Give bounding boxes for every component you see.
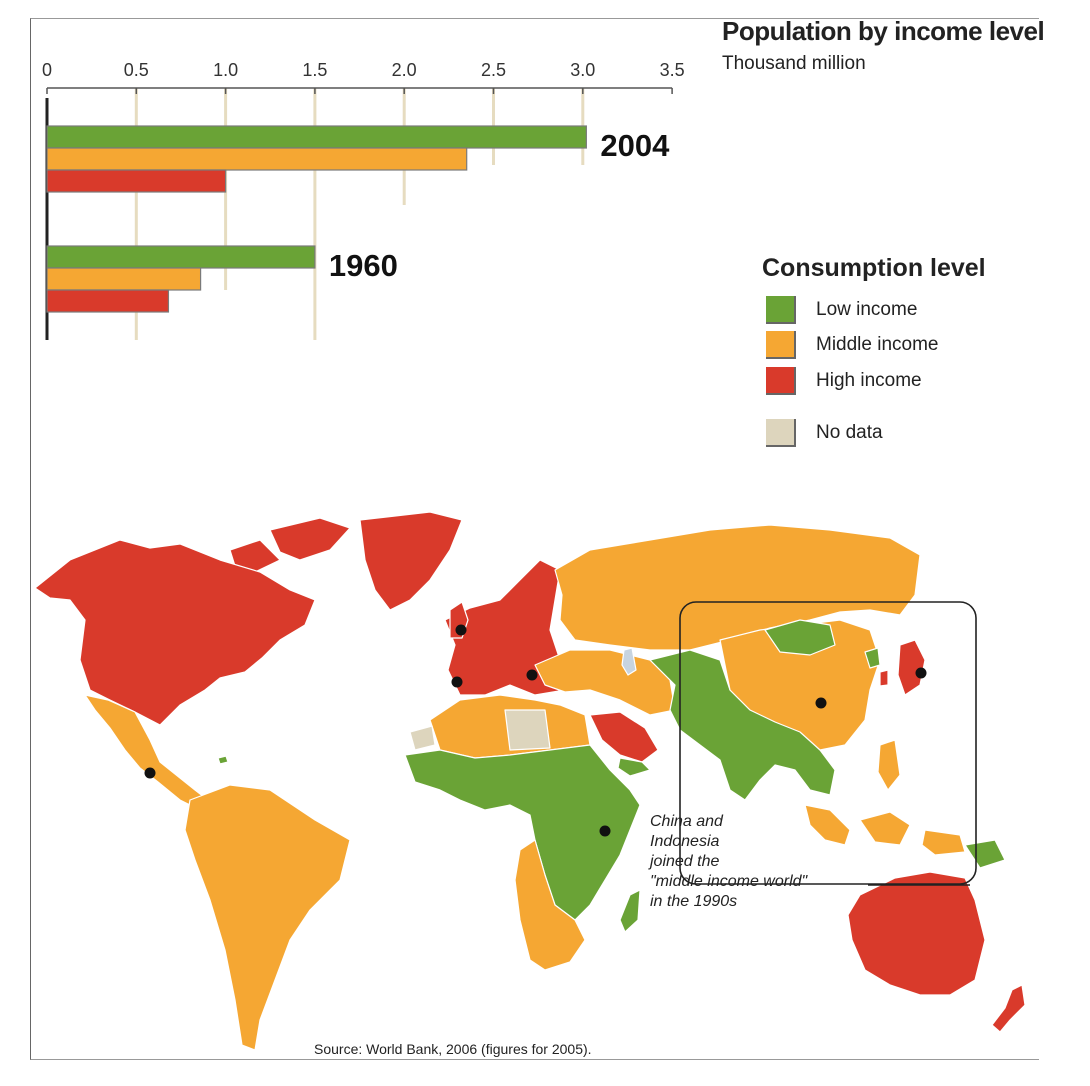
map-region-saudi-arabia	[589, 711, 659, 763]
bar-2004-low-income	[46, 125, 587, 149]
legend-item-high-income: High income	[766, 365, 922, 397]
map-region-greenland	[359, 511, 463, 611]
city-dot-addis-ababa	[599, 825, 611, 837]
legend-label-middle-income: Middle income	[816, 334, 939, 355]
figure-frame	[30, 18, 1039, 1060]
group-label-2004: 2004	[600, 128, 670, 163]
x-tick-label-3-5: 3.5	[660, 60, 685, 80]
map-region-libya	[504, 709, 551, 751]
x-tick-label-0: 0	[42, 60, 52, 80]
city-dot-tokyo	[915, 667, 927, 679]
map-region-north-korea	[864, 647, 881, 669]
legend-title: Consumption level	[762, 254, 986, 282]
annotation-line-2: Indonesia	[650, 833, 720, 850]
map-region-new-zealand	[991, 984, 1026, 1033]
legend-item-no-data: No data	[766, 417, 883, 449]
map-annotation: China and Indonesia joined the "middle i…	[650, 812, 880, 912]
map-region-north-america	[34, 539, 316, 726]
asia-highlight-box	[679, 601, 977, 885]
map-region-arctic-islands	[229, 517, 351, 573]
city-dot-beijing	[815, 697, 827, 709]
annotation-line-3: joined the	[650, 853, 720, 870]
map-region-papua-new-guinea	[964, 839, 1006, 869]
map-region-haiti	[217, 755, 229, 765]
annotation-line-1: China and	[650, 813, 723, 830]
map-region-china	[719, 619, 881, 751]
map-region-yemen	[617, 757, 651, 777]
map-region-madagascar	[619, 889, 641, 933]
x-tick-label-2: 2.0	[392, 60, 417, 80]
group-label-1960: 1960	[329, 248, 398, 283]
city-dot-mexico	[144, 767, 156, 779]
map-region-southern-africa	[514, 839, 586, 971]
map-region-south-america	[184, 784, 351, 1051]
bar-2004-high-income	[46, 169, 227, 193]
bar-1960-high-income	[46, 289, 170, 313]
city-dot-madrid	[451, 676, 463, 688]
legend-label-high-income: High income	[816, 370, 922, 391]
x-tick-label-2-5: 2.5	[481, 60, 506, 80]
chart-subtitle: Thousand million	[722, 53, 866, 74]
legend-swatch-no-data	[766, 419, 796, 447]
chart-title: Population by income level	[722, 16, 1045, 46]
x-tick-label-1-5: 1.5	[302, 60, 327, 80]
legend-swatch-high-income	[766, 367, 796, 395]
x-tick-label-0-5: 0.5	[124, 60, 149, 80]
population-bar-chart: 0 0.5 1.0 1.5 2.0 2.5 3.0 3.5 2004 1960	[42, 60, 685, 340]
bar-2004-middle-income	[46, 147, 468, 171]
map-region-japan	[879, 639, 926, 696]
map-region-mongolia	[764, 619, 836, 656]
legend-item-low-income: Low income	[766, 294, 917, 326]
city-dot-london	[455, 624, 467, 636]
source-note: Source: World Bank, 2006 (figures for 20…	[314, 1041, 592, 1057]
map-region-middle-east-north	[534, 649, 676, 716]
map-region-sub-saharan-africa	[404, 744, 641, 921]
x-tick-label-3: 3.0	[570, 60, 595, 80]
bar-1960-middle-income	[46, 267, 202, 291]
annotation-line-4: "middle income world"	[650, 873, 808, 890]
legend-label-low-income: Low income	[816, 299, 918, 320]
bar-1960-low-income	[46, 245, 316, 269]
legend-swatch-low-income	[766, 296, 796, 324]
city-dot-athens	[526, 669, 538, 681]
x-tick-label-1: 1.0	[213, 60, 238, 80]
map-region-western-sahara	[409, 725, 436, 751]
map-region-caspian	[621, 647, 637, 676]
legend-swatch-middle-income	[766, 331, 796, 359]
world-income-map	[34, 511, 1026, 1051]
legend-label-no-data: No data	[816, 422, 883, 443]
map-region-indonesia	[804, 739, 966, 856]
map-region-australia	[847, 871, 986, 996]
map-region-russia	[554, 524, 921, 651]
legend-item-middle-income: Middle income	[766, 329, 939, 361]
annotation-line-5: in the 1990s	[650, 893, 738, 910]
